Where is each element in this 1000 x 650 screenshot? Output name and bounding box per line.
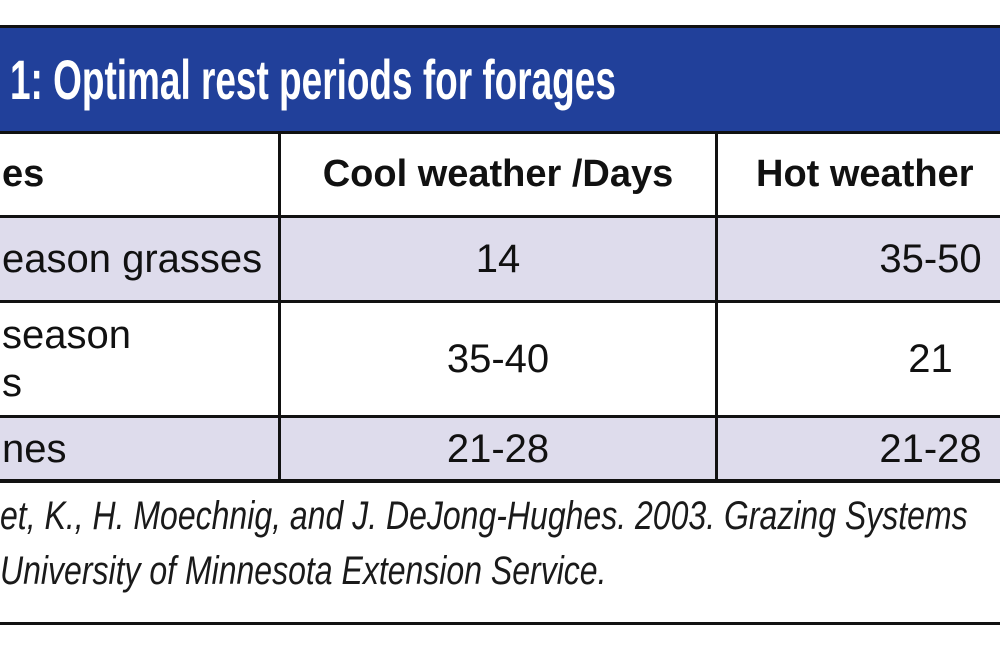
forage-name: season <box>2 313 131 357</box>
hot-weather-value: 21-28 <box>879 426 982 471</box>
forage-name: nes <box>2 426 67 471</box>
hot-weather-value: 35-50 <box>879 237 982 281</box>
column-header-hot-weather: Hot weather <box>756 152 974 195</box>
citation-line-2: University of Minnesota Extension Servic… <box>0 549 607 593</box>
table-border-row <box>0 415 1000 418</box>
table-row-stripe <box>0 218 1000 300</box>
table-title-bar: 1: Optimal rest periods for forages <box>0 28 1000 131</box>
table-border-column <box>715 131 718 483</box>
forage-name: s <box>2 361 22 405</box>
table-row-stripe <box>0 418 1000 479</box>
column-header-cool-weather: Cool weather /Days <box>322 152 674 195</box>
column-header-forages: es <box>2 152 45 195</box>
top-rule <box>0 25 1000 28</box>
cool-weather-value: 14 <box>475 237 521 281</box>
hot-weather-value: 21 <box>908 337 953 381</box>
table-row: season s <box>0 303 278 415</box>
table-row-plain <box>0 303 1000 415</box>
table-border-row <box>0 300 1000 303</box>
forage-name: eason grasses <box>2 237 263 281</box>
table-row: eason grasses <box>0 218 278 300</box>
cool-weather-value: 35-40 <box>446 337 550 381</box>
table-border-column <box>278 131 281 483</box>
table-border-bottom <box>0 479 1000 483</box>
table-border-top <box>0 131 1000 134</box>
table-border-row <box>0 215 1000 218</box>
citation-line-1: et, K., H. Moechnig, and J. DeJong-Hughe… <box>0 494 968 538</box>
table-title: 1: Optimal rest periods for forages <box>10 48 616 111</box>
cool-weather-value: 21-28 <box>446 426 550 471</box>
bottom-rule <box>0 622 1000 625</box>
table-row: nes <box>0 418 278 479</box>
